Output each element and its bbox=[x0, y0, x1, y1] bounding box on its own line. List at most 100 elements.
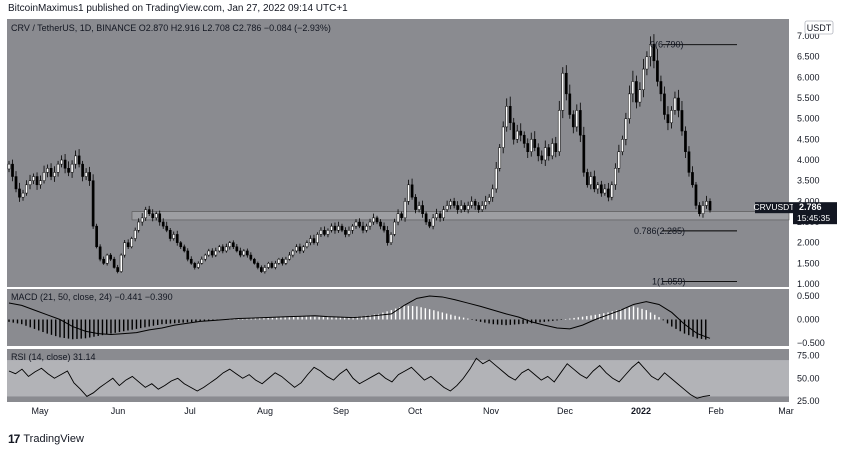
time-axis-tick: 2022 bbox=[631, 406, 651, 416]
macd-axis-tick: 0.500 bbox=[797, 291, 820, 301]
countdown-timer: 15:45:35 bbox=[797, 213, 830, 223]
price-axis-tick: 1.500 bbox=[797, 258, 820, 268]
candle bbox=[466, 205, 470, 210]
candle bbox=[95, 225, 98, 248]
candle bbox=[382, 225, 386, 231]
macd-histogram-bar bbox=[598, 314, 601, 320]
candle bbox=[375, 217, 379, 223]
macd-histogram-bar bbox=[110, 319, 112, 334]
candle bbox=[172, 234, 176, 239]
price-axis-tick: 6.500 bbox=[797, 52, 820, 62]
macd-histogram-bar bbox=[254, 318, 257, 320]
candle bbox=[28, 180, 32, 186]
macd-histogram-bar bbox=[471, 319, 473, 320]
candle bbox=[35, 176, 39, 186]
macd-histogram-bar bbox=[615, 310, 618, 320]
macd-histogram-bar bbox=[577, 317, 579, 320]
candle bbox=[417, 205, 421, 210]
macd-histogram-bar bbox=[50, 319, 53, 335]
candle bbox=[116, 267, 119, 272]
candle bbox=[638, 89, 642, 103]
tradingview-logo-text[interactable]: TradingView bbox=[23, 433, 84, 445]
candle bbox=[575, 110, 579, 128]
candle bbox=[410, 184, 414, 198]
macd-histogram-bar bbox=[339, 317, 342, 320]
macd-histogram-bar bbox=[199, 319, 201, 322]
candle bbox=[522, 134, 526, 144]
rsi-legend: RSI (14, close) 31.14 bbox=[11, 352, 96, 362]
macd-histogram-bar bbox=[467, 318, 469, 320]
macd-axis-tick: 0.000 bbox=[797, 315, 820, 325]
candle bbox=[207, 250, 211, 256]
macd-histogram-bar bbox=[543, 319, 546, 322]
price-legend: CRV / TetherUS, 1D, BINANCE O2.870 H2.91… bbox=[11, 23, 331, 33]
macd-histogram-bar bbox=[46, 319, 48, 334]
macd-histogram-bar bbox=[131, 319, 133, 330]
candle bbox=[621, 139, 624, 152]
macd-histogram-bar bbox=[386, 311, 388, 320]
macd-histogram-bar bbox=[360, 316, 363, 320]
publish-header: BitcoinMaximus1 published on TradingView… bbox=[8, 3, 348, 14]
macd-histogram-bar bbox=[552, 319, 554, 321]
candle bbox=[112, 258, 116, 268]
candle bbox=[288, 254, 291, 260]
time-axis-tick: Jul bbox=[184, 406, 196, 416]
time-axis-tick: Aug bbox=[257, 406, 273, 416]
macd-histogram-bar bbox=[484, 319, 486, 323]
candle bbox=[379, 221, 382, 227]
candle bbox=[274, 263, 277, 268]
macd-histogram-bar bbox=[127, 319, 129, 331]
candle bbox=[60, 159, 63, 165]
candle bbox=[175, 234, 179, 243]
candle bbox=[193, 263, 197, 268]
currency-label: USDT bbox=[807, 23, 832, 33]
macd-histogram-bar bbox=[318, 316, 320, 320]
candle bbox=[88, 172, 91, 181]
macd-histogram-bar bbox=[547, 319, 550, 322]
candle bbox=[151, 213, 155, 219]
candle bbox=[508, 106, 512, 124]
candle bbox=[67, 168, 70, 173]
candle bbox=[312, 238, 316, 243]
macd-histogram-bar bbox=[407, 305, 410, 320]
candle bbox=[253, 258, 256, 264]
macd-histogram-bar bbox=[373, 314, 376, 320]
macd-histogram-bar bbox=[573, 317, 575, 320]
candle bbox=[305, 242, 309, 248]
candle bbox=[14, 176, 18, 190]
candle bbox=[480, 205, 484, 210]
candle bbox=[137, 221, 141, 231]
macd-histogram-bar bbox=[8, 319, 10, 322]
candle bbox=[663, 93, 666, 115]
macd-histogram-bar bbox=[326, 317, 329, 320]
candle bbox=[403, 201, 407, 219]
time-axis-tick: Mar bbox=[778, 406, 794, 416]
macd-histogram-bar bbox=[203, 319, 206, 322]
candle bbox=[484, 201, 488, 206]
macd-histogram-bar bbox=[433, 310, 435, 320]
price-axis-tick: 4.500 bbox=[797, 134, 820, 144]
tradingview-logo-icon[interactable]: 17 bbox=[8, 432, 20, 446]
macd-histogram-bar bbox=[106, 319, 108, 335]
candle bbox=[656, 60, 659, 82]
macd-histogram-bar bbox=[59, 319, 61, 338]
candle bbox=[228, 242, 232, 248]
candle bbox=[617, 151, 621, 169]
macd-histogram-bar bbox=[420, 307, 422, 320]
candle bbox=[543, 147, 547, 161]
candle bbox=[179, 242, 183, 248]
trading-chart[interactable]: 0(6.790) 0.786(2.285) 1(1.059) 7.000 6.500 6.… bbox=[7, 19, 840, 417]
candle bbox=[487, 196, 491, 202]
macd-histogram-bar bbox=[178, 319, 180, 323]
rsi-axis-tick: 25.00 bbox=[797, 396, 820, 406]
candle bbox=[456, 205, 459, 210]
macd-histogram-bar bbox=[411, 306, 414, 320]
macd-histogram-bar bbox=[590, 315, 592, 320]
candle bbox=[705, 201, 708, 206]
candle bbox=[512, 122, 516, 140]
macd-histogram-bar bbox=[263, 318, 265, 320]
candle bbox=[407, 184, 410, 202]
candle bbox=[102, 258, 105, 264]
macd-histogram-bar bbox=[173, 319, 176, 324]
macd-histogram-bar bbox=[450, 314, 452, 320]
